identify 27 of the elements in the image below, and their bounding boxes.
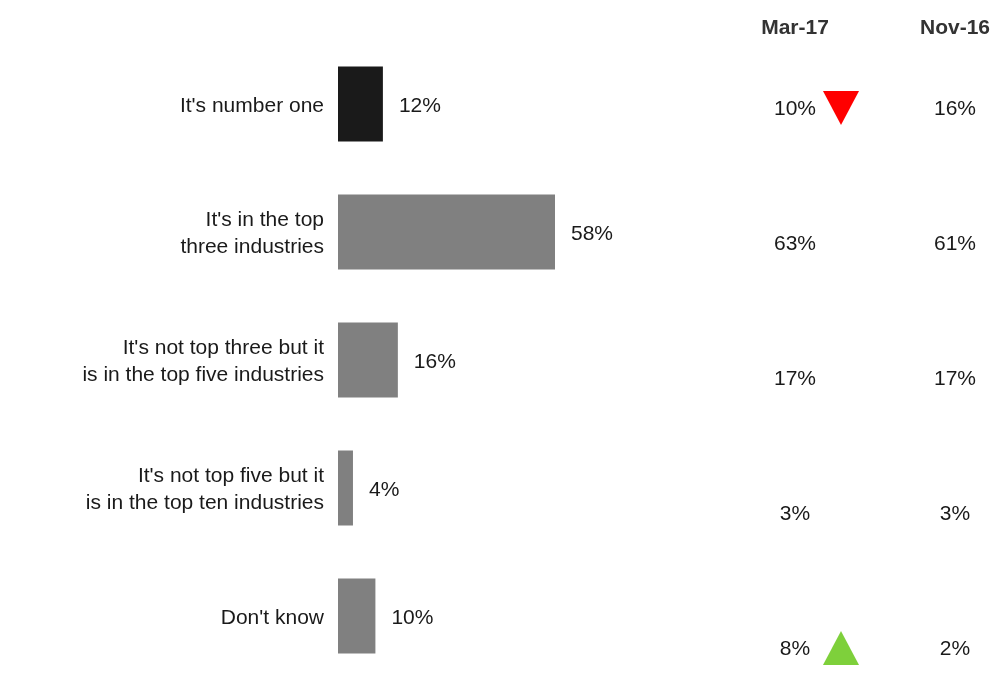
bar	[338, 66, 383, 142]
text: 2%	[939, 635, 971, 660]
text: 61%	[933, 230, 977, 255]
bar	[338, 578, 376, 654]
text: 3%	[939, 500, 971, 525]
text: 63%	[773, 230, 817, 255]
data-label: 16%	[413, 348, 456, 372]
text: 16%	[933, 95, 977, 120]
y-tick-label: It's not top five but it is in the top ten industries	[85, 463, 325, 513]
y-tick-label: Don't know	[220, 604, 325, 628]
bar	[338, 450, 353, 526]
y-tick-label: It's number one	[179, 92, 324, 116]
text: 3%	[779, 500, 811, 525]
text: 8%	[779, 635, 811, 660]
text: 10%	[773, 95, 817, 120]
bar	[338, 194, 555, 270]
text: Mar-17	[761, 14, 829, 40]
text: 17%	[933, 365, 977, 390]
bar	[338, 322, 398, 398]
data-label: 12%	[398, 92, 441, 116]
data-label: 58%	[571, 220, 614, 244]
data-label: 4%	[368, 476, 400, 500]
y-tick-label: It's in the top three industries	[180, 207, 324, 257]
text: 17%	[773, 365, 817, 390]
y-tick-label: It's not top three but it is in the top five industries	[82, 335, 325, 385]
text: Nov-16	[919, 14, 991, 40]
data-label: 10%	[391, 604, 434, 628]
